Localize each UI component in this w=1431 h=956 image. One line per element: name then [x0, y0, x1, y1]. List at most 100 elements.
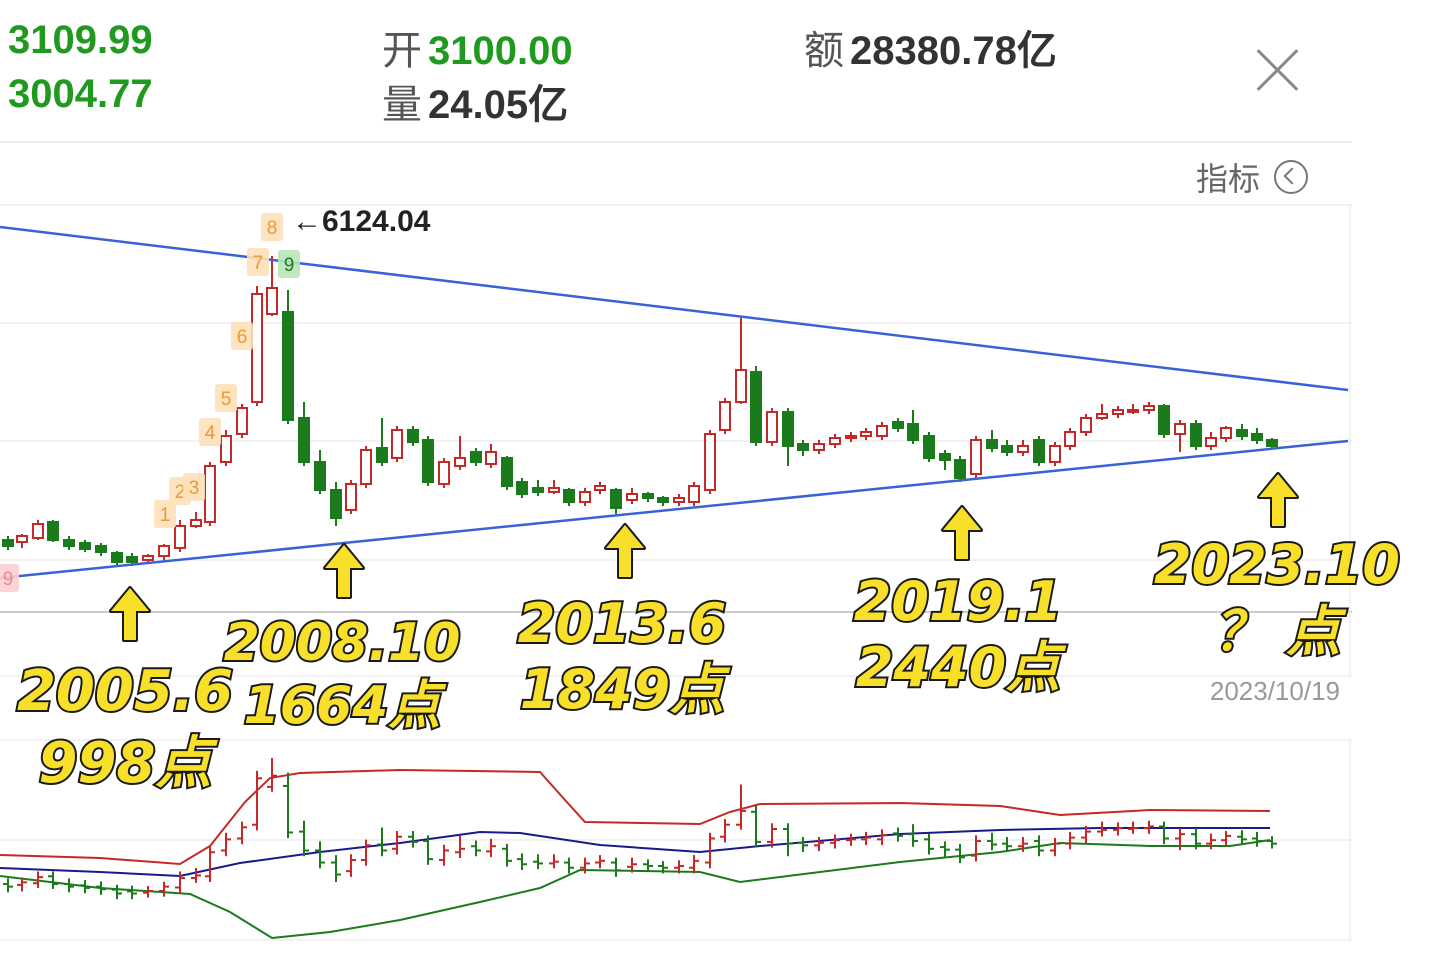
ohlc-bar — [580, 857, 590, 874]
candle — [236, 404, 248, 438]
ohlc-bar — [877, 829, 887, 846]
candle — [1096, 404, 1108, 420]
candle — [532, 480, 544, 496]
candle — [454, 436, 466, 470]
td-count: 9 — [3, 569, 14, 590]
candle — [1112, 406, 1124, 418]
candle — [190, 512, 202, 528]
candle — [797, 440, 809, 456]
ohlc-bar — [299, 820, 309, 857]
ohlc-bar — [674, 860, 684, 874]
candle — [391, 426, 403, 462]
volume-stat: 量 24.05亿 — [382, 72, 568, 130]
candle — [907, 410, 919, 444]
ohlc-bar — [205, 846, 215, 883]
td-count: 6 — [237, 327, 248, 348]
candle — [63, 536, 75, 550]
candle — [860, 428, 872, 440]
ohlc-bar — [331, 855, 341, 883]
arrow-2013-icon — [604, 523, 646, 579]
td-marker: 6 — [231, 322, 253, 350]
candle — [735, 318, 747, 404]
ohlc-bar — [643, 859, 653, 872]
indicator-button[interactable]: 指标 — [1196, 154, 1309, 200]
td-marker: 9 — [0, 564, 19, 592]
chevron-left-icon — [1274, 160, 1309, 194]
ohlc-bar — [33, 871, 43, 889]
ohlc-bar — [987, 832, 997, 851]
candle — [657, 496, 669, 506]
ohlc-bar — [705, 832, 715, 869]
ohlc-bar — [908, 824, 918, 847]
candle — [782, 408, 794, 466]
open-stat: 开 3100.00 — [382, 18, 573, 76]
candle — [1190, 420, 1202, 450]
ohlc-bar — [564, 857, 574, 874]
arrow-2019-icon — [941, 505, 983, 561]
ohlc-bar — [80, 880, 90, 894]
ohlc-bar — [830, 834, 840, 849]
ohlc-bar — [533, 854, 543, 870]
candle — [376, 418, 388, 466]
annotation-arrows — [109, 472, 1299, 642]
ohlc-bar — [517, 853, 527, 870]
candle — [563, 488, 575, 506]
ohlc-bar — [175, 871, 185, 894]
ohlc-bar — [611, 857, 621, 877]
candle — [360, 446, 372, 488]
candle — [1064, 428, 1076, 450]
annotation-2013-value: 1849点 — [520, 658, 731, 721]
annotation-2023-value: ？ 点 — [1214, 600, 1348, 663]
high-value: 3109.99 — [8, 18, 153, 62]
td-count: 3 — [189, 478, 200, 499]
candle — [2, 536, 14, 550]
ohlc-bar — [1097, 821, 1107, 837]
ohlc-bar — [751, 805, 761, 848]
ohlc-bar — [1065, 831, 1075, 850]
ohlc-bar — [252, 770, 262, 831]
candle — [298, 402, 310, 466]
ohlc-bar — [1221, 831, 1231, 846]
ohlc-bar — [159, 881, 169, 897]
td-marker: 9 — [278, 250, 300, 278]
candle — [330, 482, 342, 526]
candle — [16, 534, 28, 548]
ohlc-bar — [940, 841, 950, 858]
ohlc-bar — [1002, 837, 1012, 852]
ohlc-bar — [1175, 828, 1185, 851]
volume-value: 24.05亿 — [428, 83, 569, 127]
td-marker: 8 — [261, 213, 283, 241]
candle — [1220, 426, 1232, 442]
annotation-2019-period: 2019.1 — [854, 570, 1062, 633]
candle — [626, 488, 638, 504]
candle — [345, 480, 357, 514]
candle — [47, 520, 59, 542]
arrow-2005-icon — [109, 586, 151, 642]
ohlc-bar — [127, 885, 137, 900]
ohlc-bar — [408, 831, 418, 848]
ohlc-bar — [1206, 833, 1216, 850]
td-count: 5 — [221, 389, 232, 410]
annotation-2019-value: 2440点 — [856, 636, 1067, 699]
ohlc-bar — [720, 818, 730, 843]
ohlc-bar — [221, 832, 231, 857]
ohlc-bar — [955, 843, 965, 864]
annotation-2005-period: 2005.6 — [17, 659, 233, 724]
date-label: 2023/10/19 — [1210, 676, 1340, 706]
ohlc-bar — [486, 838, 496, 858]
ohlc-bar — [627, 857, 637, 873]
candle — [939, 450, 951, 470]
candle — [1033, 436, 1045, 466]
candle — [422, 436, 434, 486]
candle — [548, 480, 560, 494]
candle — [220, 430, 232, 466]
ohlc-bar — [736, 784, 746, 830]
annotation-2023-period: 2023.10 — [1154, 533, 1400, 596]
ohlc-bar — [893, 827, 903, 842]
candle — [610, 488, 622, 514]
candle — [142, 554, 154, 562]
ohlc-bar — [423, 835, 433, 865]
ohlc-bar — [814, 837, 824, 852]
candle — [986, 430, 998, 452]
boll-upper-line — [0, 768, 1271, 866]
